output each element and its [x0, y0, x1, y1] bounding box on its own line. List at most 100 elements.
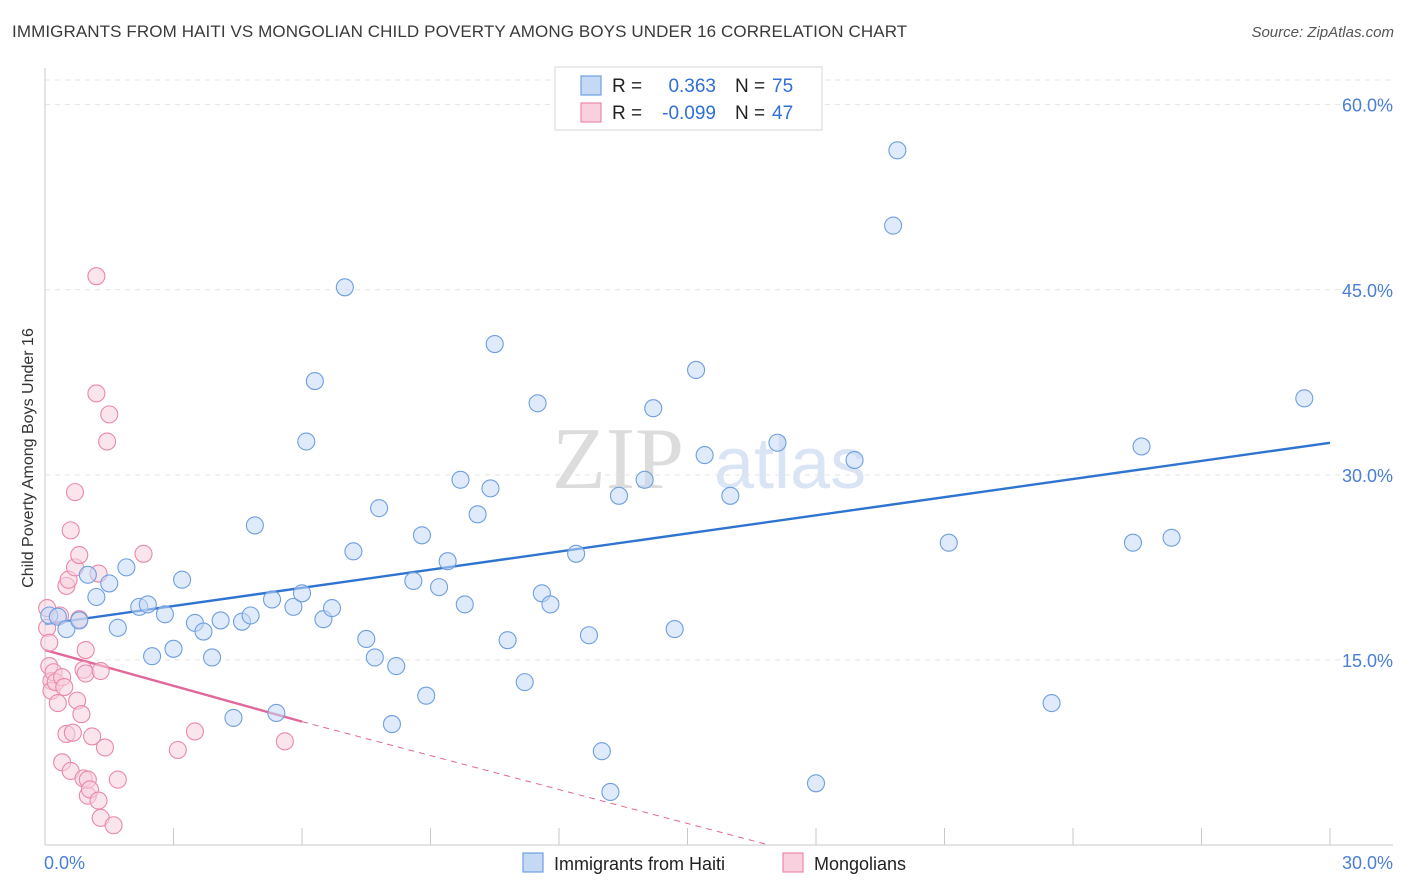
data-point-haiti	[592, 742, 611, 761]
axes	[44, 68, 1393, 846]
data-point-haiti	[515, 673, 534, 692]
data-point-haiti	[417, 686, 436, 705]
trend-line-mongolians	[301, 721, 770, 846]
data-point-haiti	[541, 595, 560, 614]
bottom-legend-swatch-mongolians	[782, 852, 804, 873]
data-point-haiti	[143, 647, 162, 666]
data-point-haiti	[528, 394, 547, 413]
legend-n-value-haiti: 75	[772, 76, 793, 97]
data-point-haiti	[344, 542, 363, 561]
data-point-haiti	[687, 360, 706, 380]
data-point-haiti	[635, 470, 654, 489]
data-point-haiti	[806, 774, 826, 793]
data-point-mongolians	[91, 661, 110, 681]
data-point-haiti	[451, 470, 470, 489]
legend-r-label-mongolians: R =	[612, 103, 642, 124]
data-point-haiti	[939, 533, 958, 552]
y-tick-label: 45.0%	[1342, 281, 1393, 301]
data-point-mongolians	[40, 633, 59, 652]
trend-lines	[44, 441, 1331, 846]
data-point-mongolians	[48, 694, 67, 713]
data-point-mongolians	[63, 723, 82, 742]
data-point-haiti	[404, 571, 423, 591]
data-point-mongolians	[55, 678, 74, 697]
data-point-haiti	[108, 618, 127, 637]
data-point-mongolians	[275, 732, 294, 751]
data-point-haiti	[164, 639, 183, 658]
data-point-haiti	[245, 516, 264, 535]
data-point-haiti	[241, 606, 260, 625]
x-tick-labels: 0.0% 30.0%	[44, 853, 1393, 873]
data-point-mongolians	[104, 816, 123, 835]
data-point-mongolians	[65, 483, 85, 502]
data-point-haiti	[768, 433, 787, 452]
data-point-haiti	[194, 622, 213, 641]
y-tick-labels: 15.0% 30.0% 45.0% 60.0%	[1342, 96, 1393, 671]
data-point-haiti	[322, 599, 342, 618]
bottom-legend-swatch-haiti	[522, 852, 544, 873]
data-point-haiti	[665, 620, 684, 639]
data-point-haiti	[117, 558, 136, 577]
data-point-haiti	[335, 278, 354, 297]
series-legend: Immigrants from Haiti Mongolians	[522, 852, 906, 874]
data-point-haiti	[888, 141, 907, 160]
correlation-legend: R = 0.363 N = 75 R = -0.099 N = 47	[554, 66, 823, 131]
data-point-mongolians	[76, 640, 95, 660]
data-point-haiti	[455, 595, 474, 614]
data-point-haiti	[412, 526, 431, 545]
gridlines	[45, 79, 1393, 661]
legend-r-label-haiti: R =	[612, 76, 642, 97]
data-point-haiti	[1132, 437, 1151, 456]
data-point-mongolians	[72, 705, 91, 724]
data-point-mongolians	[134, 544, 153, 563]
chart-title: IMMIGRANTS FROM HAITI VS MONGOLIAN CHILD…	[12, 22, 908, 41]
data-point-haiti	[1295, 389, 1314, 408]
legend-r-value-mongolians: -0.099	[662, 103, 716, 124]
data-point-mongolians	[168, 740, 187, 760]
series-mongolians	[38, 267, 294, 835]
x-tick-label: 30.0%	[1342, 853, 1393, 873]
data-point-haiti	[721, 486, 740, 505]
data-point-haiti	[100, 574, 119, 593]
data-point-mongolians	[98, 432, 117, 451]
data-point-mongolians	[185, 722, 204, 741]
data-point-haiti	[430, 578, 449, 597]
data-point-haiti	[387, 657, 406, 676]
data-point-haiti	[305, 372, 324, 391]
source-label: Source: ZipAtlas.com	[1251, 24, 1394, 41]
data-point-haiti	[203, 648, 222, 667]
data-point-mongolians	[89, 791, 108, 810]
data-point-haiti	[78, 565, 97, 584]
data-point-mongolians	[95, 738, 115, 757]
data-point-haiti	[138, 595, 157, 614]
bottom-legend-label-haiti: Immigrants from Haiti	[554, 854, 725, 874]
data-point-haiti	[695, 446, 714, 465]
data-point-haiti	[155, 605, 174, 624]
data-point-mongolians	[61, 521, 80, 540]
data-point-haiti	[173, 570, 192, 589]
data-point-haiti	[1162, 528, 1181, 547]
data-point-haiti	[370, 499, 389, 518]
data-point-haiti	[1042, 694, 1061, 713]
data-point-haiti	[284, 597, 303, 616]
data-point-haiti	[224, 708, 243, 727]
y-tick-label: 60.0%	[1342, 96, 1393, 116]
data-point-haiti	[87, 587, 106, 607]
data-point-haiti	[468, 505, 487, 524]
data-point-haiti	[297, 432, 316, 451]
x-tick-label: 0.0%	[44, 853, 85, 873]
data-point-haiti	[382, 715, 402, 734]
data-point-mongolians	[76, 664, 95, 683]
legend-swatch-haiti	[580, 75, 602, 96]
data-point-mongolians	[83, 727, 102, 746]
y-tick-label: 15.0%	[1342, 651, 1393, 671]
data-point-mongolians	[87, 267, 106, 286]
data-point-haiti	[57, 620, 76, 639]
data-point-mongolians	[87, 384, 106, 403]
data-point-haiti	[357, 629, 376, 648]
bottom-legend-label-mongolians: Mongolians	[814, 854, 906, 874]
data-point-haiti	[884, 216, 903, 235]
data-point-haiti	[644, 399, 663, 418]
data-point-haiti	[267, 703, 286, 723]
trend-line-haiti	[44, 441, 1331, 626]
